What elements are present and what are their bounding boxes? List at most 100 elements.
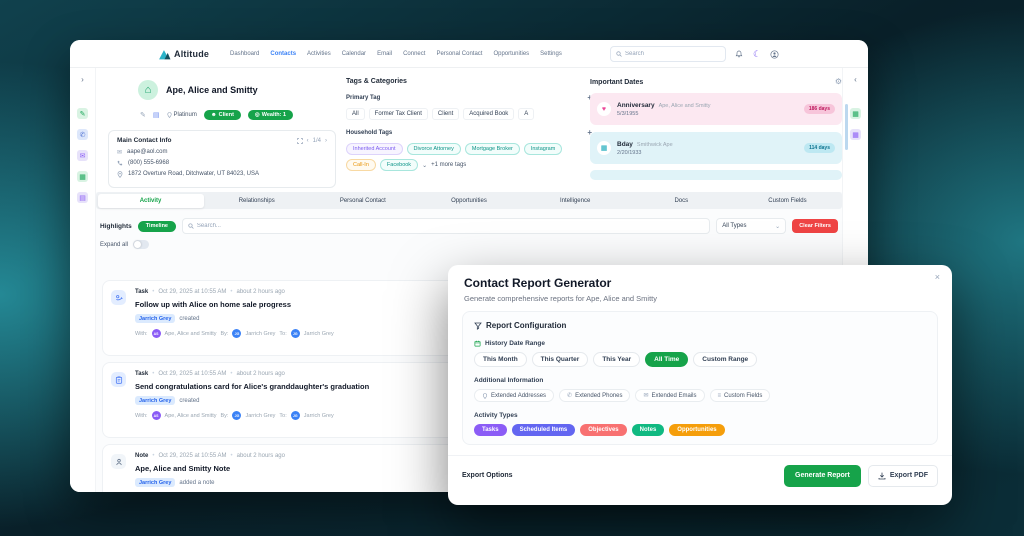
rail-expand-icon[interactable]: › bbox=[81, 75, 84, 84]
nav-item-settings[interactable]: Settings bbox=[540, 51, 562, 57]
export-pdf-button[interactable]: Export PDF bbox=[867, 464, 938, 487]
wealth-badge[interactable]: ◎ Wealth: 1 bbox=[247, 110, 294, 120]
tab-relationships[interactable]: Relationships bbox=[238, 197, 275, 204]
nav-item-calendar[interactable]: Calendar bbox=[341, 51, 367, 57]
avatar: AS bbox=[151, 329, 161, 338]
phone-action-icon[interactable]: ✆ bbox=[77, 129, 88, 140]
type-filter-select[interactable]: All Types ⌄ bbox=[716, 218, 787, 234]
opt-custom-fields[interactable]: ≡ Custom Fields bbox=[709, 389, 771, 402]
dates-scrollbar[interactable] bbox=[845, 104, 848, 150]
target-icon: ◎ bbox=[254, 112, 260, 118]
user-profile-icon[interactable] bbox=[768, 48, 780, 60]
tab-activity[interactable]: Activity bbox=[97, 193, 204, 208]
primary-tags-row: All Former Tax Client Client Acquired Bo… bbox=[346, 108, 592, 120]
email-action-icon[interactable]: ✉ bbox=[77, 150, 88, 161]
contact-address-row[interactable]: 1872 Overture Road, Ditchwater, UT 84023… bbox=[117, 170, 327, 178]
opt-extended-emails[interactable]: ✉ Extended Emails bbox=[635, 389, 705, 402]
actor-badge[interactable]: Jarrich Grey bbox=[135, 478, 176, 487]
range-this-quarter[interactable]: This Quarter bbox=[531, 352, 589, 367]
nav-item-activities[interactable]: Activities bbox=[307, 51, 331, 57]
close-icon[interactable]: × bbox=[934, 272, 940, 282]
tab-docs[interactable]: Docs bbox=[674, 197, 689, 204]
range-this-year[interactable]: This Year bbox=[593, 352, 641, 367]
activity-search-input[interactable] bbox=[196, 223, 705, 229]
primary-tag-chip[interactable]: A bbox=[518, 108, 535, 120]
household-tag-pill[interactable]: Mortgage Broker bbox=[464, 143, 520, 155]
household-tag-pill[interactable]: Inherited Account bbox=[346, 143, 403, 155]
nav-item-email[interactable]: Email bbox=[377, 51, 393, 57]
global-search[interactable] bbox=[610, 46, 726, 62]
calendar-action-icon[interactable]: ▦ bbox=[77, 171, 88, 182]
more-tags-label[interactable]: +1 more tags bbox=[431, 162, 467, 168]
notifications-bell-icon[interactable] bbox=[733, 48, 745, 60]
clear-filters-button[interactable]: Clear Filters bbox=[792, 219, 838, 233]
expand-all-row: Expand all bbox=[100, 240, 150, 249]
nav-item-opportunities[interactable]: Opportunities bbox=[493, 51, 530, 57]
tags-title: Tags & Categories bbox=[346, 78, 407, 85]
client-badge[interactable]: ☻ Client bbox=[203, 110, 241, 120]
primary-tag-chip[interactable]: Former Tax Client bbox=[368, 108, 428, 120]
primary-tag-chip[interactable]: Acquired Book bbox=[463, 108, 515, 120]
actor-badge[interactable]: Jarrich Grey bbox=[135, 314, 176, 323]
activity-type-objectives[interactable]: Objectives bbox=[580, 424, 627, 436]
tab-custom-fields[interactable]: Custom Fields bbox=[768, 197, 807, 204]
nav-item-connect[interactable]: Connect bbox=[403, 51, 426, 57]
activity-type-scheduled[interactable]: Scheduled Items bbox=[511, 424, 576, 436]
household-tag-pill[interactable]: Call-In bbox=[346, 159, 376, 171]
events-panel-icon[interactable]: ▦ bbox=[850, 129, 861, 140]
activity-type-tasks[interactable]: Tasks bbox=[474, 424, 507, 436]
contact-phone-row[interactable]: (800) 555-6968 bbox=[117, 160, 327, 166]
range-all-time[interactable]: All Time bbox=[645, 352, 689, 367]
document-icon[interactable]: ▤ bbox=[152, 111, 160, 119]
nav-item-dashboard[interactable]: Dashboard bbox=[230, 51, 260, 57]
calendar-panel-icon[interactable]: ▦ bbox=[850, 108, 861, 119]
days-badge: 186 days bbox=[803, 104, 835, 114]
household-tag-pill[interactable]: Facebook bbox=[379, 159, 419, 171]
tag-action-icon[interactable]: ✎ bbox=[77, 108, 88, 119]
range-custom[interactable]: Custom Range bbox=[693, 352, 758, 367]
household-tag-pill[interactable]: Divorce Attorney bbox=[406, 143, 461, 155]
pager-next-icon[interactable]: › bbox=[325, 137, 327, 144]
brand[interactable]: Altitude bbox=[158, 40, 209, 68]
activity-filter-row: Highlights Timeline All Types ⌄ Clear Fi… bbox=[96, 215, 842, 237]
nav-item-contacts[interactable]: Contacts bbox=[270, 51, 297, 57]
heart-icon: ♥ bbox=[597, 102, 611, 116]
note-action-icon[interactable]: ▤ bbox=[77, 192, 88, 203]
dark-mode-moon-icon[interactable]: ☾ bbox=[752, 48, 762, 59]
pager-count: 1/4 bbox=[312, 137, 321, 144]
activity-type-opportunities[interactable]: Opportunities bbox=[669, 424, 725, 436]
date-card-anniversary[interactable]: ♥ Anniversary Ape, Alice and Smitty 5/3/… bbox=[590, 93, 842, 125]
tab-personal-contact[interactable]: Personal Contact bbox=[339, 197, 386, 204]
generate-report-button[interactable]: Generate Report bbox=[784, 464, 861, 487]
opt-extended-addresses[interactable]: Extended Addresses bbox=[474, 389, 555, 402]
primary-tag-chip[interactable]: Client bbox=[431, 108, 460, 120]
rail-collapse-icon[interactable]: ‹ bbox=[854, 75, 857, 84]
primary-tag-chip[interactable]: All bbox=[346, 108, 365, 120]
activity-search[interactable] bbox=[182, 218, 711, 234]
add-primary-tag-icon[interactable]: + bbox=[587, 94, 592, 102]
activity-type-notes[interactable]: Notes bbox=[631, 424, 665, 436]
edit-icon[interactable]: ✎ bbox=[140, 111, 146, 119]
date-card-bday[interactable]: ▦ Bday Smithwick Ape 2/20/1933 114 days bbox=[590, 132, 842, 164]
nav-item-personal-contact[interactable]: Personal Contact bbox=[436, 51, 483, 57]
household-tag-pill[interactable]: Instagram bbox=[523, 143, 563, 155]
expand-all-toggle[interactable] bbox=[133, 240, 150, 249]
date-range-options: This Month This Quarter This Year All Ti… bbox=[474, 352, 926, 367]
envelope-icon: ✉ bbox=[643, 392, 649, 399]
chevron-down-icon[interactable]: ⌄ bbox=[422, 162, 428, 169]
global-search-input[interactable] bbox=[625, 51, 715, 57]
actor-badge[interactable]: Jarrich Grey bbox=[135, 396, 176, 405]
tab-opportunities[interactable]: Opportunities bbox=[451, 197, 487, 204]
gear-icon[interactable]: ⚙ bbox=[834, 77, 842, 86]
pager-prev-icon[interactable]: ‹ bbox=[306, 137, 309, 144]
add-household-tag-icon[interactable]: + bbox=[587, 128, 592, 137]
expand-icon[interactable] bbox=[296, 137, 303, 144]
range-this-month[interactable]: This Month bbox=[474, 352, 527, 367]
tab-intelligence[interactable]: Intelligence bbox=[559, 197, 591, 204]
timeline-toggle-pill[interactable]: Timeline bbox=[137, 220, 176, 232]
contact-email-row[interactable]: ✉ aape@aol.com bbox=[117, 149, 327, 156]
timeline-meta: Task • Oct 29, 2025 at 10:55 AM • about 2 … bbox=[135, 371, 285, 377]
location-pin-icon bbox=[117, 170, 123, 178]
date-who: Ape, Alice and Smitty bbox=[658, 102, 711, 109]
opt-extended-phones[interactable]: ✆ Extended Phones bbox=[559, 389, 631, 402]
